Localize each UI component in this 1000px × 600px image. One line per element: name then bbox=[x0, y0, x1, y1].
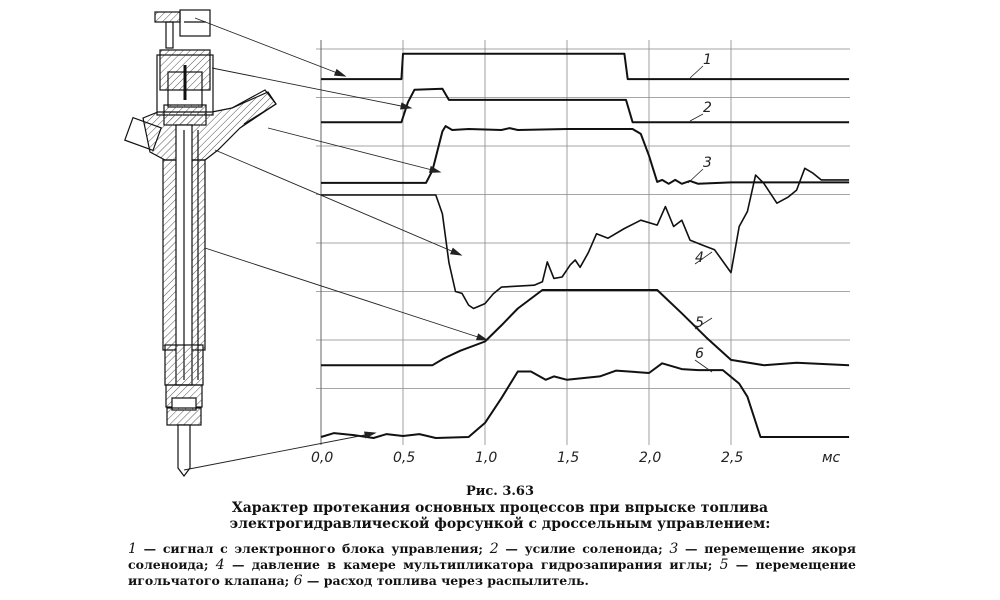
legend-num-4: 4 bbox=[215, 557, 225, 573]
x-tick-label: 0,0 bbox=[311, 450, 333, 466]
legend-text-3: — перемещение якоря соленоида; bbox=[128, 541, 856, 572]
trace-4 bbox=[321, 167, 850, 310]
injector-drawing bbox=[124, 9, 277, 477]
trace-6 bbox=[320, 362, 850, 439]
legend-text-5: — перемещение игольчатого клапана; bbox=[128, 557, 856, 588]
x-tick-label: 1,0 bbox=[475, 450, 497, 466]
legend-num-1: 1 bbox=[128, 541, 137, 557]
leader-line bbox=[194, 17, 346, 77]
x-axis-ticks: 0,0 0,5 1,0 1,5 2,0 2,5 bbox=[311, 450, 743, 466]
trace-label-leader bbox=[687, 168, 704, 184]
trace-label-1: 1 bbox=[703, 52, 712, 68]
trace-label-4: 4 bbox=[695, 250, 704, 266]
figure-title-line-2: электрогидравлической форсункой с дроссе… bbox=[229, 516, 771, 532]
trace-3 bbox=[321, 125, 850, 185]
trace-label-leader bbox=[694, 359, 713, 373]
legend-text-4: — давление в камере мультипликатора гидр… bbox=[224, 557, 720, 572]
leader-line bbox=[211, 67, 412, 109]
x-axis-unit-label: мс bbox=[822, 450, 841, 466]
leader-line bbox=[214, 149, 462, 256]
figure-number: Рис. 3.63 bbox=[465, 484, 535, 499]
x-tick-label: 2,5 bbox=[721, 450, 743, 466]
trace-5 bbox=[321, 289, 850, 367]
trace-label-leader bbox=[694, 251, 713, 265]
legend-num-3: 3 bbox=[669, 541, 679, 557]
trace-label-3: 3 bbox=[703, 155, 712, 171]
legend-num-2: 2 bbox=[489, 541, 499, 557]
trace-2 bbox=[321, 87, 850, 124]
legend-num-5: 5 bbox=[719, 557, 729, 573]
legend-text-2: — усилие соленоида; bbox=[498, 541, 670, 556]
trace-1 bbox=[321, 52, 850, 81]
trace-labels: 1 2 3 4 5 6 bbox=[687, 52, 713, 373]
trace-label-leader bbox=[694, 317, 713, 330]
x-tick-label: 1,5 bbox=[557, 450, 579, 466]
legend-num-6: 6 bbox=[293, 573, 303, 589]
arrowhead bbox=[475, 333, 489, 341]
trace-label-5: 5 bbox=[695, 315, 704, 331]
trace-label-leader bbox=[689, 65, 704, 79]
legend-text-6: — расход топлива через распылитель. bbox=[302, 573, 589, 588]
x-tick-label: 2,0 bbox=[639, 450, 661, 466]
arrowhead bbox=[333, 68, 347, 77]
leader-line bbox=[183, 432, 376, 471]
trace-label-leader bbox=[689, 113, 704, 122]
x-tick-label: 0,5 bbox=[393, 450, 415, 466]
arrowhead bbox=[449, 247, 463, 256]
legend-text-1: — сигнал с электронного блока управления… bbox=[136, 541, 490, 556]
leader-arrows bbox=[183, 17, 489, 471]
arrowhead bbox=[400, 102, 413, 110]
leader-line bbox=[267, 127, 441, 173]
trace-label-6: 6 bbox=[695, 346, 704, 362]
figure-legend: 1 — сигнал с электронного блока управлен… bbox=[128, 541, 856, 589]
chart-traces bbox=[320, 52, 850, 439]
figure-title-line-1: Характер протекания основных процессов п… bbox=[231, 500, 769, 516]
trace-label-2: 2 bbox=[703, 100, 712, 116]
figure-canvas: 0,0 0,5 1,0 1,5 2,0 2,5 мс 1 2 3 4 5 6 bbox=[124, 9, 850, 477]
arrowhead bbox=[364, 431, 377, 439]
arrowhead bbox=[428, 165, 442, 173]
leader-line bbox=[204, 247, 488, 341]
figure-title: Характер протекания основных процессов п… bbox=[0, 500, 1000, 532]
